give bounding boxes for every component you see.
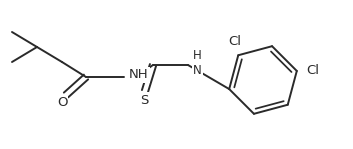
Text: O: O — [57, 96, 67, 108]
Text: Cl: Cl — [306, 64, 319, 77]
Text: NH: NH — [129, 69, 149, 82]
Text: H
N: H N — [193, 49, 202, 77]
Text: S: S — [140, 94, 148, 107]
Text: Cl: Cl — [228, 35, 241, 48]
